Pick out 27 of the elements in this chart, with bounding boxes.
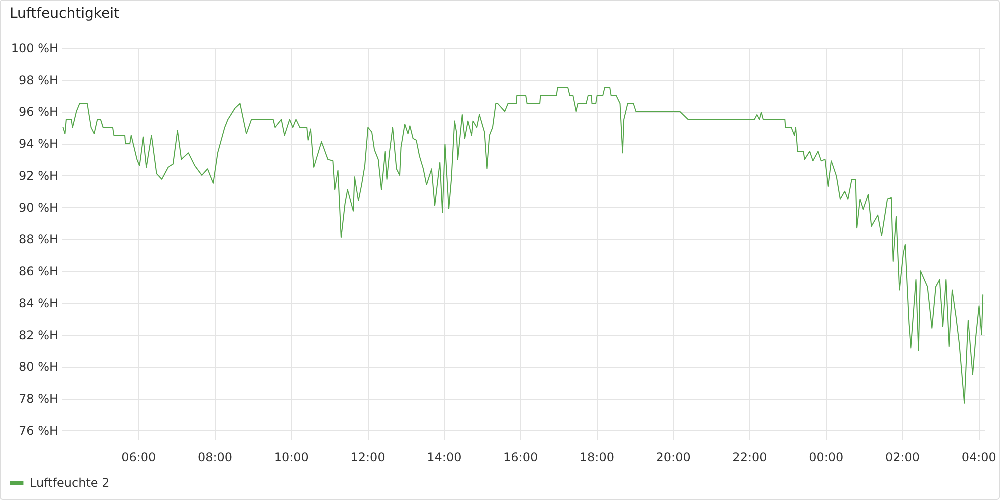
x-tick-label: 04:00: [962, 450, 996, 464]
y-tick-label: 94 %H: [18, 137, 58, 152]
x-tick-label: 06:00: [122, 450, 156, 464]
x-tick-label: 02:00: [885, 450, 920, 464]
x-tick-label: 10:00: [274, 450, 309, 464]
legend-label: Luftfeuchte 2: [30, 476, 110, 490]
chart-title: Luftfeuchtigkeit: [10, 6, 120, 22]
y-tick-label: 80 %H: [18, 360, 58, 374]
x-tick-label: 08:00: [198, 450, 233, 464]
y-tick-label: 82 %H: [18, 328, 58, 342]
y-tick-label: 100 %H: [11, 42, 58, 56]
x-tick-label: 20:00: [656, 450, 691, 464]
x-tick-label: 14:00: [427, 450, 462, 464]
y-tick-label: 78 %H: [18, 392, 58, 406]
y-tick-label: 90 %H: [18, 200, 58, 215]
x-tick-label: 00:00: [809, 450, 844, 464]
x-tick-label: 22:00: [732, 450, 768, 464]
x-tick-label: 16:00: [504, 450, 538, 464]
y-tick-label: 86 %H: [18, 264, 58, 279]
y-tick-label: 84 %H: [18, 296, 58, 310]
y-tick-label: 88 %H: [18, 232, 58, 247]
y-tick-label: 92 %H: [18, 168, 58, 183]
y-tick-label: 98 %H: [18, 73, 58, 88]
x-tick-label: 18:00: [580, 450, 614, 464]
y-tick-label: 76 %H: [18, 424, 58, 438]
x-tick-label: 12:00: [350, 450, 386, 464]
y-tick-label: 96 %H: [18, 105, 58, 120]
